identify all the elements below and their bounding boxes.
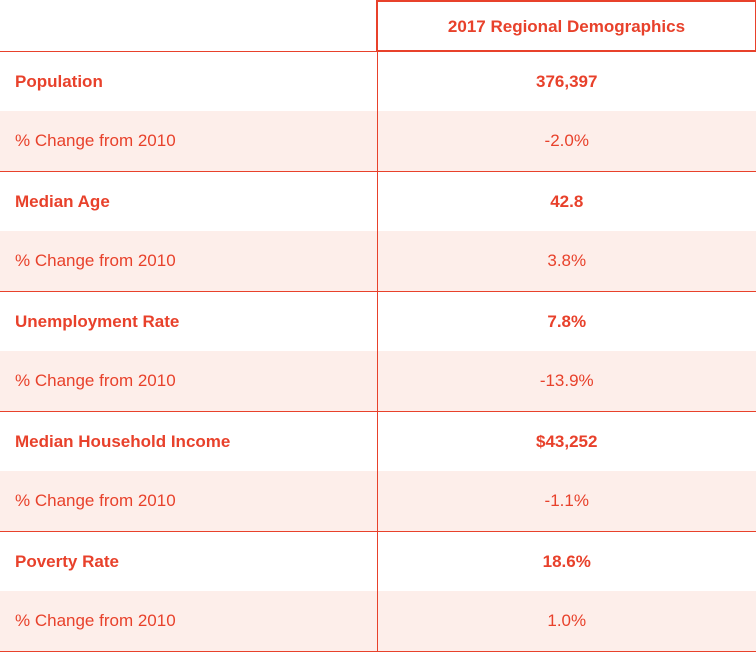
table-header-row: 2017 Regional Demographics [0,0,756,52]
row-label: % Change from 2010 [15,131,176,151]
row-label: % Change from 2010 [15,611,176,631]
row-value: 42.8 [376,171,756,231]
row-value: 1.0% [376,591,756,651]
table-row-unemployment-rate: Unemployment Rate 7.8% [0,291,756,351]
row-value: 7.8% [376,291,756,351]
row-label: % Change from 2010 [15,251,176,271]
header-corner-cell [0,1,377,52]
table-row-poverty-change: % Change from 2010 1.0% [0,591,756,651]
row-value: $43,252 [376,411,756,471]
table-row-unemployment-change: % Change from 2010 -13.9% [0,351,756,411]
table-row-income-change: % Change from 2010 -1.1% [0,471,756,531]
row-value: 376,397 [376,51,756,111]
row-value: -13.9% [376,351,756,411]
table-row-median-age-change: % Change from 2010 3.8% [0,231,756,291]
table-title: 2017 Regional Demographics [376,0,756,52]
row-value: 3.8% [376,231,756,291]
row-label: Median Household Income [15,431,231,451]
row-label: Poverty Rate [15,551,119,571]
row-value: -1.1% [376,471,756,531]
row-value: 18.6% [376,531,756,591]
table-row-median-household-income: Median Household Income $43,252 [0,411,756,471]
row-label: Median Age [15,191,110,211]
row-label: Unemployment Rate [15,311,180,331]
table-row-population-change: % Change from 2010 -2.0% [0,111,756,171]
row-value: -2.0% [376,111,756,171]
row-label: % Change from 2010 [15,491,176,511]
table-row-poverty-rate: Poverty Rate 18.6% [0,531,756,591]
table-row-median-age: Median Age 42.8 [0,171,756,231]
row-label: Population [15,71,103,91]
row-label: % Change from 2010 [15,371,176,391]
table-row-population: Population 376,397 [0,51,756,111]
